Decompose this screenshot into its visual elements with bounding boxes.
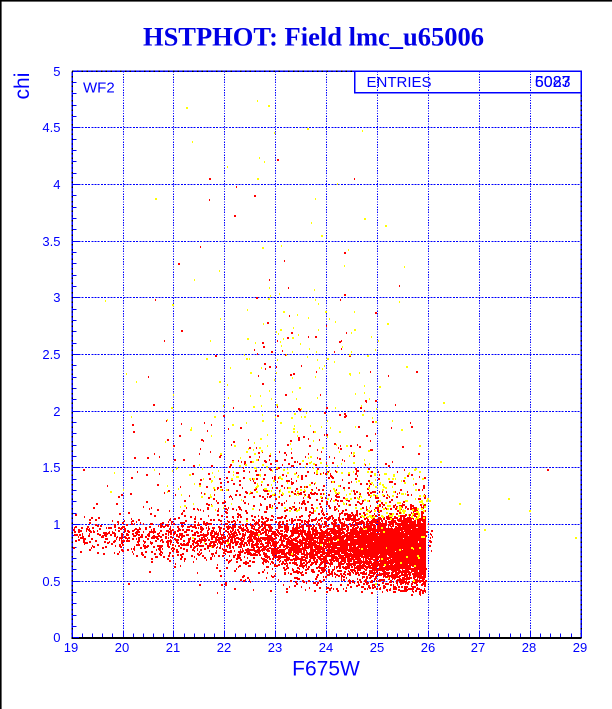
svg-text:3.5: 3.5 (42, 234, 60, 249)
svg-text:20: 20 (115, 640, 129, 655)
svg-text:24: 24 (319, 640, 333, 655)
svg-text:6027: 6027 (535, 74, 571, 91)
svg-text:27: 27 (471, 640, 485, 655)
svg-text:chi: chi (11, 73, 34, 100)
svg-text:ENTRIES: ENTRIES (367, 74, 432, 91)
svg-text:1.5: 1.5 (42, 460, 60, 475)
svg-text:2.5: 2.5 (42, 347, 60, 362)
svg-text:23: 23 (268, 640, 282, 655)
svg-text:1: 1 (53, 517, 60, 532)
svg-text:0.5: 0.5 (42, 574, 60, 589)
svg-text:5: 5 (53, 64, 60, 79)
svg-text:2: 2 (53, 404, 60, 419)
svg-text:21: 21 (166, 640, 180, 655)
svg-text:F675W: F675W (292, 658, 360, 681)
svg-text:HSTPHOT: Field lmc_u65006: HSTPHOT: Field lmc_u65006 (143, 22, 484, 52)
svg-text:29: 29 (573, 640, 587, 655)
svg-text:WF2: WF2 (83, 80, 115, 97)
svg-text:19: 19 (64, 640, 78, 655)
svg-text:4: 4 (53, 177, 60, 192)
svg-text:5083: 5083 (535, 74, 571, 91)
svg-text:4.5: 4.5 (42, 120, 60, 135)
svg-text:25: 25 (370, 640, 384, 655)
svg-text:26: 26 (421, 640, 435, 655)
svg-text:22: 22 (217, 640, 231, 655)
svg-text:28: 28 (522, 640, 536, 655)
svg-text:0: 0 (53, 630, 60, 645)
svg-text:3: 3 (53, 290, 60, 305)
